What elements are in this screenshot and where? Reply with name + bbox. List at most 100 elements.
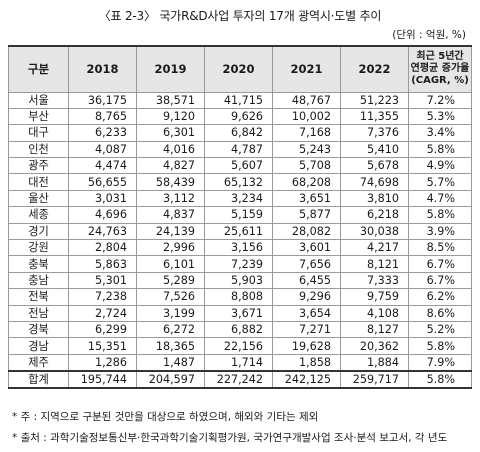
cagr-cell: 3.4% bbox=[408, 124, 472, 142]
value-cell: 6,842 bbox=[204, 124, 273, 142]
table-row: 울산 3,031 3,112 3,234 3,651 3,810 4.7% bbox=[8, 189, 472, 208]
value-cell: 7,376 bbox=[340, 124, 409, 142]
value-cell: 3,671 bbox=[204, 304, 273, 322]
value-cell: 3,112 bbox=[136, 189, 205, 208]
value-cell: 48,767 bbox=[272, 91, 341, 109]
value-cell: 30,038 bbox=[340, 222, 409, 241]
table-row: 세종 4,696 4,837 5,159 5,877 6,218 5.8% bbox=[8, 206, 472, 224]
value-cell: 51,223 bbox=[340, 91, 409, 109]
table-title: 〈표 2-3〉 국가R&D사업 투자의 17개 광역시·도별 추이 bbox=[98, 9, 382, 23]
value-cell: 6,101 bbox=[136, 255, 205, 273]
header-year: 2020 bbox=[204, 45, 273, 93]
region-cell: 인천 bbox=[8, 140, 69, 159]
region-cell: 충북 bbox=[8, 255, 69, 273]
value-cell: 74,698 bbox=[340, 173, 409, 191]
table-row: 충북 5,863 6,101 7,239 7,656 8,121 6.7% bbox=[8, 255, 472, 273]
region-cell: 광주 bbox=[8, 157, 69, 175]
value-cell: 4,217 bbox=[340, 239, 409, 257]
value-cell: 5,863 bbox=[68, 255, 137, 273]
value-cell: 3,654 bbox=[272, 304, 341, 322]
value-cell: 9,759 bbox=[340, 288, 409, 306]
region-cell: 합계 bbox=[8, 369, 69, 389]
value-cell: 5,159 bbox=[204, 206, 273, 224]
value-cell: 10,002 bbox=[272, 107, 341, 126]
value-cell: 6,882 bbox=[204, 320, 273, 339]
value-cell: 259,717 bbox=[340, 369, 409, 389]
value-cell: 5,243 bbox=[272, 140, 341, 159]
value-cell: 6,455 bbox=[272, 271, 341, 290]
value-cell: 41,715 bbox=[204, 91, 273, 109]
cagr-cell: 5.8% bbox=[408, 369, 472, 389]
table-row: 부산 8,765 9,120 9,626 10,002 11,355 5.3% bbox=[8, 107, 472, 126]
value-cell: 5,301 bbox=[68, 271, 137, 290]
cagr-cell: 8.5% bbox=[408, 239, 472, 257]
cagr-cell: 5.2% bbox=[408, 320, 472, 339]
region-cell: 대구 bbox=[8, 124, 69, 142]
header-year: 2019 bbox=[136, 45, 205, 93]
cagr-cell: 6.2% bbox=[408, 288, 472, 306]
value-cell: 1,858 bbox=[272, 353, 341, 372]
value-cell: 2,724 bbox=[68, 304, 137, 322]
value-cell: 9,120 bbox=[136, 107, 205, 126]
region-cell: 강원 bbox=[8, 239, 69, 257]
region-cell: 충남 bbox=[8, 271, 69, 290]
region-cell: 경북 bbox=[8, 320, 69, 339]
value-cell: 5,289 bbox=[136, 271, 205, 290]
value-cell: 4,108 bbox=[340, 304, 409, 322]
cagr-cell: 5.8% bbox=[408, 337, 472, 355]
investment-table: 구분 2018 2019 2020 2021 2022 최근 5년간 연평균 증… bbox=[8, 45, 472, 389]
value-cell: 4,087 bbox=[68, 140, 137, 159]
value-cell: 7,168 bbox=[272, 124, 341, 142]
table-row: 강원 2,804 2,996 3,156 3,601 4,217 8.5% bbox=[8, 239, 472, 257]
value-cell: 58,439 bbox=[136, 173, 205, 191]
value-cell: 2,996 bbox=[136, 239, 205, 257]
cagr-cell: 8.6% bbox=[408, 304, 472, 322]
value-cell: 4,696 bbox=[68, 206, 137, 224]
region-cell: 세종 bbox=[8, 206, 69, 224]
value-cell: 7,271 bbox=[272, 320, 341, 339]
value-cell: 8,127 bbox=[340, 320, 409, 339]
region-cell: 울산 bbox=[8, 189, 69, 208]
value-cell: 11,355 bbox=[340, 107, 409, 126]
value-cell: 8,808 bbox=[204, 288, 273, 306]
table-row: 광주 4,474 4,827 5,607 5,708 5,678 4.9% bbox=[8, 157, 472, 175]
table-row: 전남 2,724 3,199 3,671 3,654 4,108 8.6% bbox=[8, 304, 472, 322]
value-cell: 6,299 bbox=[68, 320, 137, 339]
cagr-cell: 6.7% bbox=[408, 271, 472, 290]
region-cell: 전남 bbox=[8, 304, 69, 322]
header-row: 구분 2018 2019 2020 2021 2022 최근 5년간 연평균 증… bbox=[8, 45, 472, 93]
table-row: 경북 6,299 6,272 6,882 7,271 8,127 5.2% bbox=[8, 320, 472, 339]
region-cell: 전북 bbox=[8, 288, 69, 306]
value-cell: 4,016 bbox=[136, 140, 205, 159]
region-cell: 서울 bbox=[8, 91, 69, 109]
value-cell: 4,787 bbox=[204, 140, 273, 159]
value-cell: 18,365 bbox=[136, 337, 205, 355]
value-cell: 3,199 bbox=[136, 304, 205, 322]
cagr-cell: 5.7% bbox=[408, 173, 472, 191]
cagr-cell: 7.2% bbox=[408, 91, 472, 109]
value-cell: 3,601 bbox=[272, 239, 341, 257]
table-row: 대구 6,233 6,301 6,842 7,168 7,376 3.4% bbox=[8, 124, 472, 142]
value-cell: 3,156 bbox=[204, 239, 273, 257]
value-cell: 4,827 bbox=[136, 157, 205, 175]
value-cell: 5,607 bbox=[204, 157, 273, 175]
value-cell: 4,474 bbox=[68, 157, 137, 175]
cagr-cell: 5.3% bbox=[408, 107, 472, 126]
value-cell: 227,242 bbox=[204, 369, 273, 389]
value-cell: 22,156 bbox=[204, 337, 273, 355]
region-cell: 대전 bbox=[8, 173, 69, 191]
value-cell: 15,351 bbox=[68, 337, 137, 355]
header-cagr: 최근 5년간 연평균 증가율 (CAGR, %) bbox=[408, 45, 472, 93]
table-row: 서울 36,175 38,571 41,715 48,767 51,223 7.2% bbox=[8, 91, 472, 109]
value-cell: 20,362 bbox=[340, 337, 409, 355]
value-cell: 24,763 bbox=[68, 222, 137, 241]
value-cell: 7,526 bbox=[136, 288, 205, 306]
value-cell: 6,218 bbox=[340, 206, 409, 224]
table-row: 경기 24,763 24,139 25,611 28,082 30,038 3.9% bbox=[8, 222, 472, 241]
value-cell: 65,132 bbox=[204, 173, 273, 191]
region-cell: 경남 bbox=[8, 337, 69, 355]
value-cell: 24,139 bbox=[136, 222, 205, 241]
value-cell: 6,301 bbox=[136, 124, 205, 142]
table-row: 인천 4,087 4,016 4,787 5,243 5,410 5.8% bbox=[8, 140, 472, 159]
cagr-cell: 5.8% bbox=[408, 140, 472, 159]
